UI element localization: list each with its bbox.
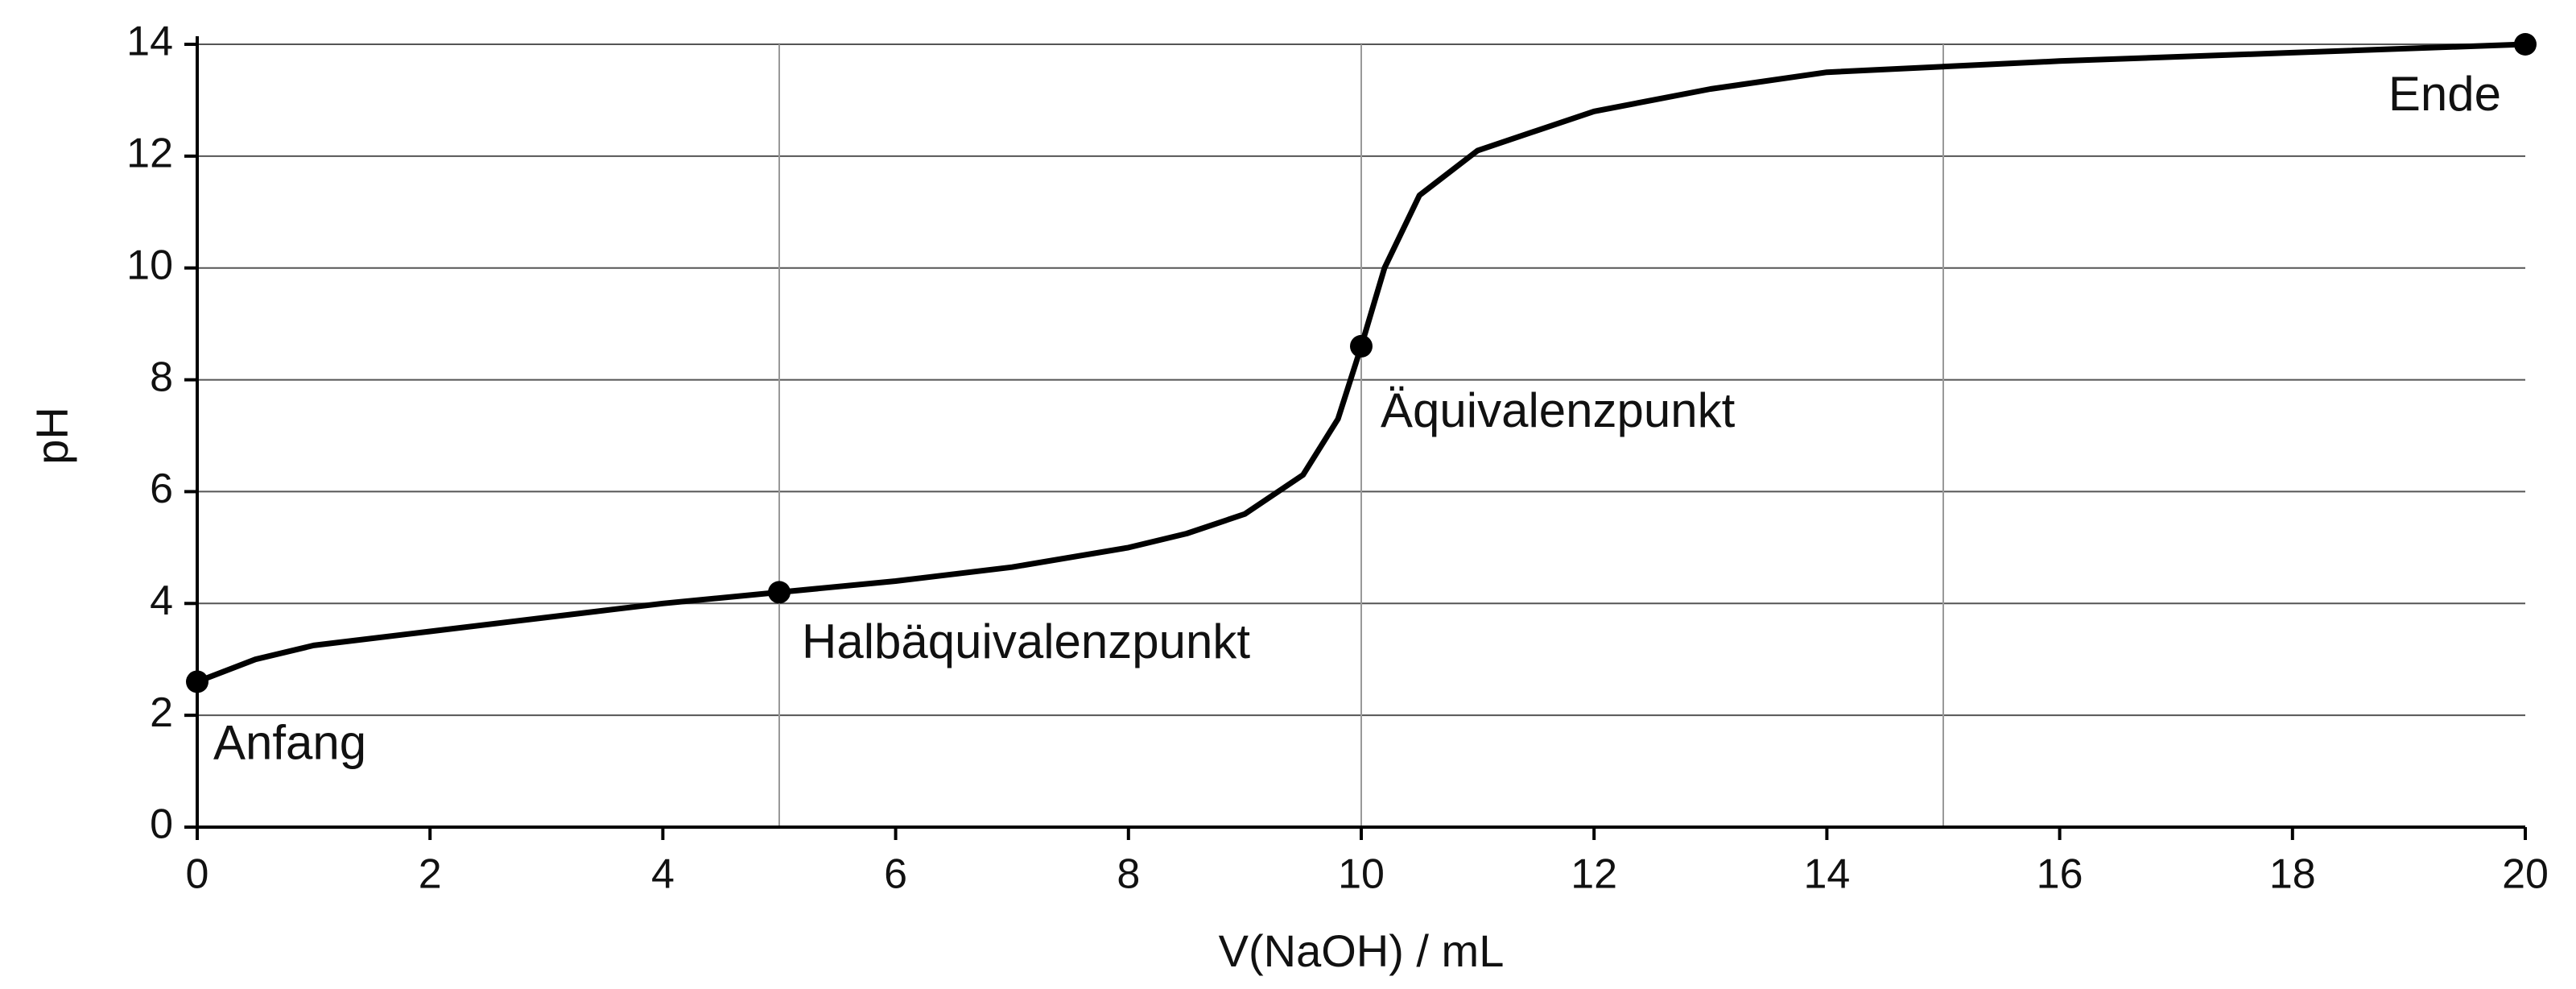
x-tick-label: 0	[186, 851, 209, 898]
point-label: Ende	[2388, 67, 2501, 121]
point-label: Anfang	[213, 715, 366, 769]
x-tick-label: 16	[2037, 851, 2083, 898]
line	[194, 41, 2529, 685]
point	[2514, 33, 2537, 56]
y-axis-title: pH	[27, 407, 77, 465]
y-tick-label: 4	[150, 577, 173, 624]
x-tick-label: 4	[651, 851, 675, 898]
point-label: Äquivalenzpunkt	[1381, 383, 1736, 437]
point	[768, 581, 791, 604]
point	[186, 670, 208, 693]
x-tick-label: 20	[2502, 851, 2549, 898]
y-tick-label: 10	[126, 242, 173, 288]
y-tick-label: 12	[126, 130, 173, 177]
x-tick-label: 18	[2269, 851, 2316, 898]
x-tick-label: 12	[1571, 851, 1617, 898]
x-tick-label: 2	[419, 851, 442, 898]
x-tick-label: 10	[1338, 851, 1385, 898]
x-axis-title: V(NaOH) / mL	[1219, 925, 1505, 976]
y-tick-label: 0	[150, 801, 173, 848]
x-tick-label: 14	[1803, 851, 1850, 898]
y-tick-label: 6	[150, 466, 173, 512]
x-tick-label: 6	[884, 851, 907, 898]
y-tick-label: 2	[150, 689, 173, 736]
y-tick-label: 8	[150, 354, 173, 400]
y-tick-label: 14	[126, 19, 173, 65]
x-tick-label: 8	[1117, 851, 1140, 898]
point	[1350, 334, 1373, 358]
point-label: Halbäquivalenzpunkt	[802, 615, 1250, 668]
